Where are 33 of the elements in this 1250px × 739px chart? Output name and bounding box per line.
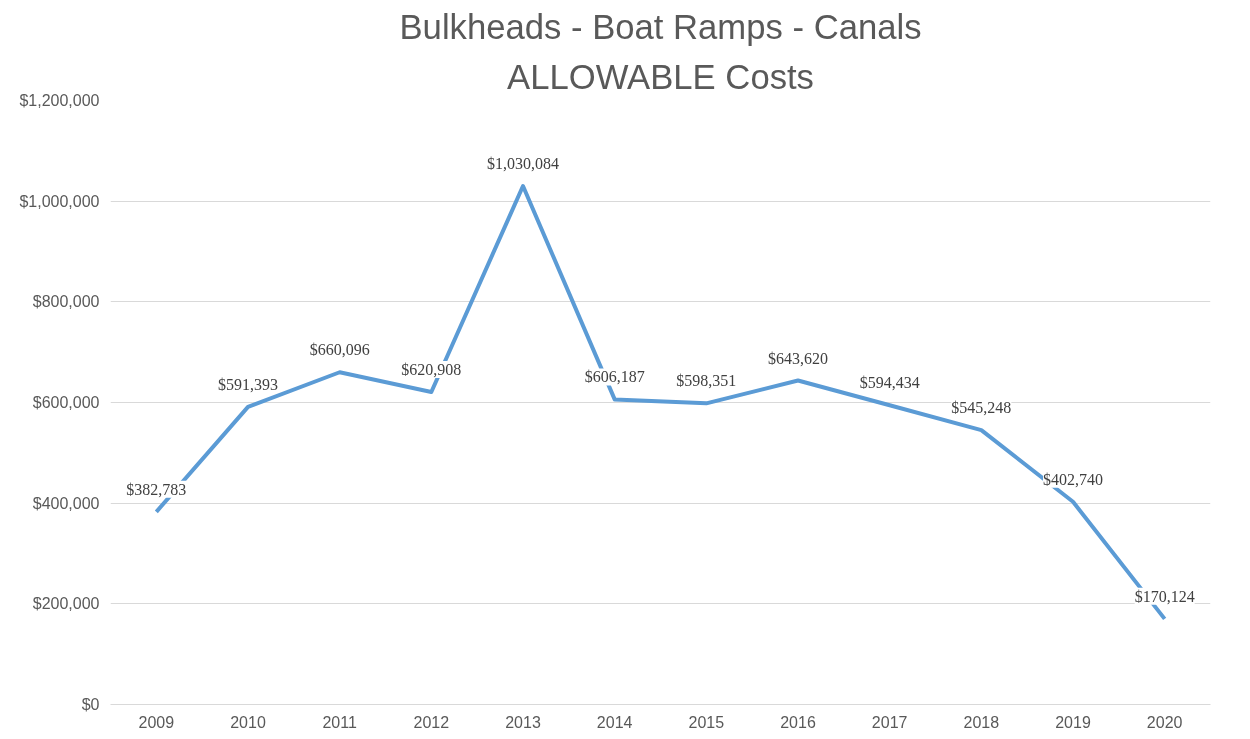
y-tick-label: $1,000,000 [19, 192, 100, 210]
text: $598,351 [676, 372, 737, 390]
text: $643,620 [768, 349, 828, 367]
text: $594,434 [859, 374, 920, 392]
y-tick-label: $0 [81, 696, 100, 713]
text: $545,248 [951, 399, 1012, 417]
x-tick-label: 2018 [963, 713, 1000, 731]
x-tick-label: 2016 [780, 713, 816, 731]
x-tick-label: 2009 [138, 713, 175, 731]
y-tick-label: $600,000 [32, 394, 100, 411]
x-tick-label: 2015 [688, 713, 725, 731]
y-tick-label: $1,200,000 [19, 92, 100, 109]
chart-subtitle: ALLOWABLE Costs [507, 57, 814, 96]
x-tick-label: 2014 [596, 713, 633, 731]
text: $660,096 [309, 341, 370, 359]
text: $606,187 [584, 368, 645, 386]
x-tick-label: 2013 [505, 713, 541, 731]
y-tick-label: $200,000 [32, 595, 100, 613]
text: $620,908 [401, 360, 462, 378]
x-tick-label: 2017 [871, 713, 908, 731]
x-tick-label: 2020 [1146, 713, 1183, 731]
x-tick-label: 2011 [322, 713, 357, 731]
x-tick-label: 2019 [1055, 713, 1091, 731]
x-tick-label: 2012 [413, 713, 450, 731]
y-tick-label: $400,000 [32, 494, 100, 512]
text: $170,124 [1134, 587, 1195, 605]
text: $1,030,084 [487, 155, 559, 173]
text: $591,393 [218, 375, 278, 393]
x-tick-label: 2010 [230, 713, 266, 731]
y-tick-label: $800,000 [32, 293, 100, 311]
chart-title: Bulkheads - Boat Ramps - Canals [399, 7, 922, 46]
text: $402,740 [1043, 470, 1103, 488]
text: $382,783 [126, 480, 187, 498]
